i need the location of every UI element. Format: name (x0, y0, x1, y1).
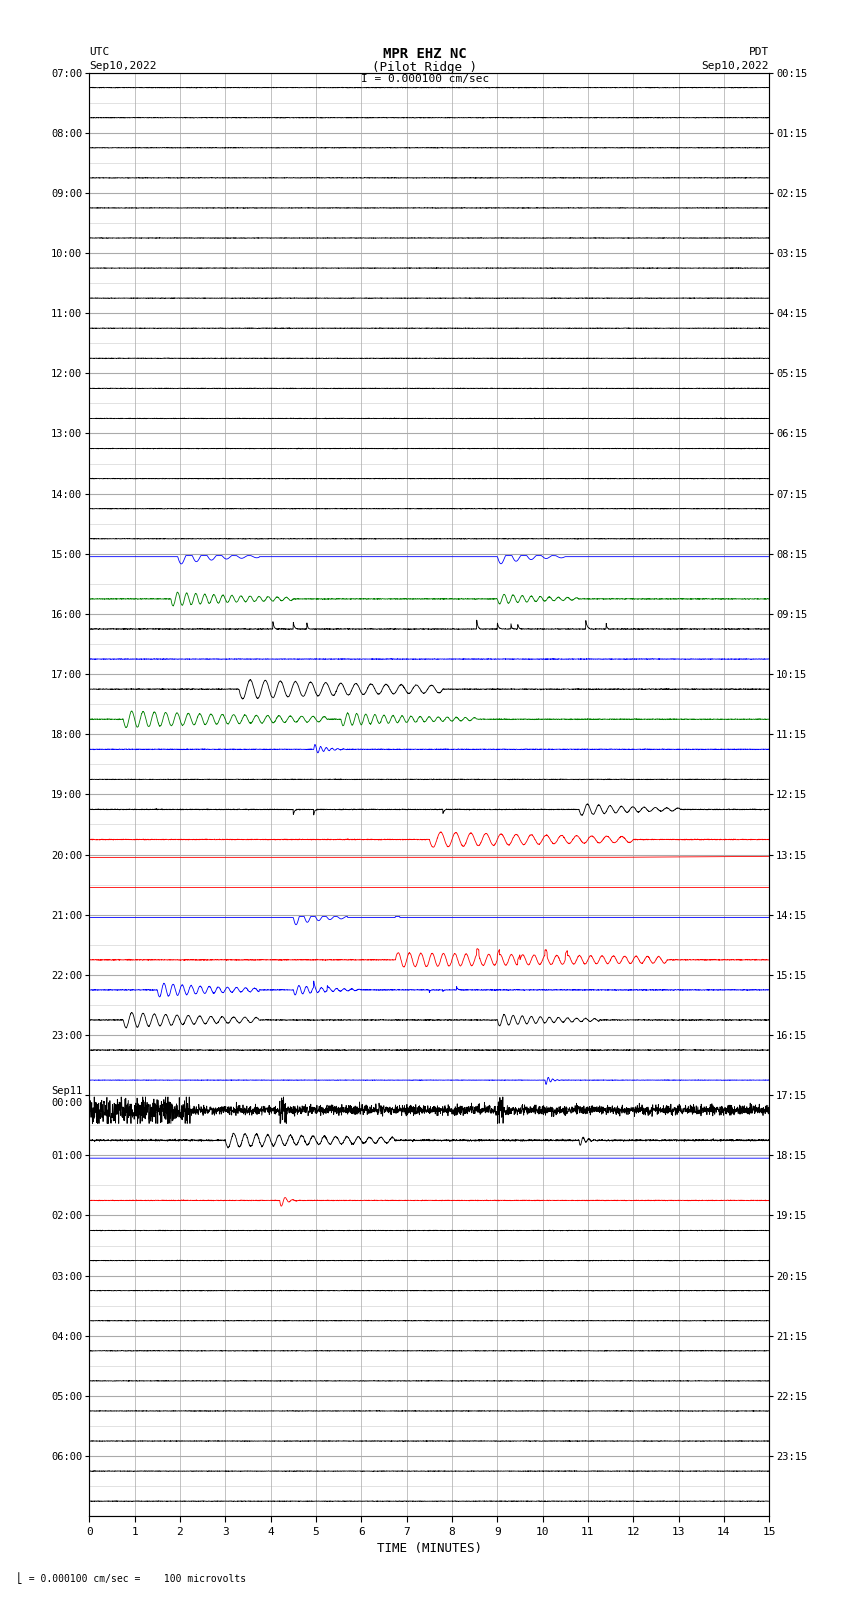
X-axis label: TIME (MINUTES): TIME (MINUTES) (377, 1542, 482, 1555)
Text: MPR EHZ NC: MPR EHZ NC (383, 47, 467, 61)
Text: PDT: PDT (749, 47, 769, 56)
Text: ⎣ = 0.000100 cm/sec =    100 microvolts: ⎣ = 0.000100 cm/sec = 100 microvolts (17, 1573, 246, 1584)
Text: Sep10,2022: Sep10,2022 (702, 61, 769, 71)
Text: UTC: UTC (89, 47, 110, 56)
Text: I = 0.000100 cm/sec: I = 0.000100 cm/sec (361, 74, 489, 84)
Text: (Pilot Ridge ): (Pilot Ridge ) (372, 61, 478, 74)
Text: Sep10,2022: Sep10,2022 (89, 61, 156, 71)
